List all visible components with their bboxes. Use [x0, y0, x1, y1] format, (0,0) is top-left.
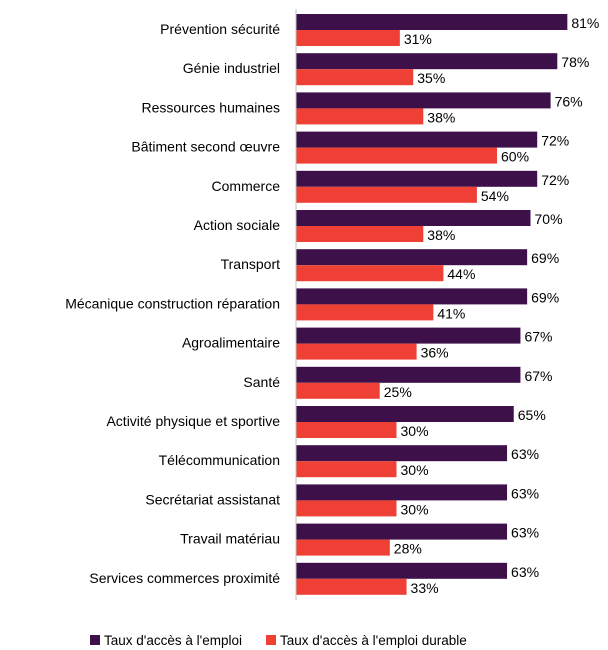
bar-series1-cat-10: [296, 422, 397, 438]
legend-swatch-employment: [90, 635, 100, 645]
value-label-series1-cat-5: 38%: [427, 227, 455, 243]
value-label-series1-cat-11: 30%: [401, 462, 429, 478]
bar-series1-cat-1: [296, 69, 414, 86]
bar-series1-cat-12: [296, 500, 397, 517]
value-label-series1-cat-2: 38%: [427, 109, 455, 125]
value-label-series0-cat-2: 76%: [555, 93, 583, 109]
category-label-cat-14: Services commerces proximité: [89, 570, 280, 586]
bar-series0-cat-14: [296, 562, 508, 579]
bar-series1-cat-3: [296, 147, 497, 164]
bar-series0-cat-12: [296, 484, 508, 501]
bar-series0-cat-11: [296, 445, 508, 462]
bar-series0-cat-1: [296, 53, 558, 70]
bar-series1-cat-7: [296, 304, 434, 321]
value-label-series0-cat-11: 63%: [511, 446, 539, 462]
value-label-series1-cat-14: 33%: [411, 580, 439, 596]
value-label-series1-cat-1: 35%: [417, 70, 445, 86]
bar-series0-cat-4: [296, 170, 538, 187]
value-label-series1-cat-6: 44%: [447, 266, 475, 282]
value-label-series1-cat-8: 36%: [421, 345, 449, 361]
value-label-series0-cat-14: 63%: [511, 564, 539, 580]
value-label-series0-cat-10: 65%: [518, 407, 546, 423]
category-label-cat-7: Mécanique construction réparation: [65, 295, 280, 311]
legend-item-employment: Taux d'accès à l'emploi: [90, 633, 242, 648]
legend-item-durable: Taux d'accès à l'emploi durable: [265, 632, 467, 648]
bar-series0-cat-0: [296, 14, 568, 30]
value-label-series1-cat-10: 30%: [401, 423, 429, 439]
category-label-cat-11: Télécommunication: [159, 452, 280, 468]
value-label-series1-cat-4: 54%: [481, 188, 509, 204]
value-label-series0-cat-12: 63%: [511, 485, 539, 501]
category-label-cat-13: Travail matériau: [180, 531, 280, 547]
category-label-cat-9: Santé: [243, 374, 280, 390]
bar-series0-cat-5: [296, 210, 531, 226]
category-label-cat-0: Prévention sécurité: [160, 21, 280, 37]
category-label-cat-1: Génie industriel: [183, 60, 280, 76]
bar-series1-cat-5: [296, 226, 424, 242]
bar-series1-cat-9: [296, 382, 380, 399]
category-labels: Prévention sécurité Génie industriel Resso…: [65, 21, 280, 586]
category-label-cat-6: Transport: [221, 256, 281, 272]
bar-series0-cat-9: [296, 366, 521, 383]
value-label-series1-cat-13: 28%: [394, 541, 422, 557]
bar-series0-cat-2: [296, 92, 551, 109]
bar-series0-cat-6: [296, 249, 528, 266]
category-label-cat-4: Commerce: [212, 178, 281, 194]
value-label-series0-cat-1: 78%: [561, 54, 589, 70]
value-label-series1-cat-3: 60%: [501, 149, 529, 165]
bar-series0-cat-3: [296, 131, 538, 148]
value-label-series1-cat-7: 41%: [437, 305, 465, 321]
legend: Taux d'accès à l'emploi Taux d'accès à l…: [90, 630, 491, 650]
bar-series1-cat-6: [296, 265, 444, 282]
bar-series1-cat-4: [296, 186, 477, 203]
value-label-series0-cat-7: 69%: [531, 289, 559, 305]
bar-series1-cat-2: [296, 108, 424, 125]
value-label-series0-cat-0: 81%: [571, 15, 599, 31]
value-label-series0-cat-4: 72%: [541, 172, 569, 188]
bar-series1-cat-13: [296, 539, 390, 556]
bar-series1-cat-8: [296, 343, 417, 360]
bar-chart: Prévention sécurité Génie industriel Resso…: [65, 9, 600, 600]
bar-series0-cat-8: [296, 327, 521, 344]
legend-swatch-durable: [265, 635, 276, 645]
bar-series1-cat-11: [296, 461, 397, 478]
value-label-series0-cat-3: 72%: [541, 133, 569, 149]
bar-series0-cat-13: [296, 523, 508, 540]
bar-series0-cat-7: [296, 288, 528, 305]
value-label-series1-cat-12: 30%: [401, 501, 429, 517]
legend-label-durable: Taux d'accès à l'emploi durable: [279, 632, 467, 648]
value-labels: 81% 31% 78% 35% 76% 38% 72% 60% 72% 54% 70% 38% 69% 4…: [384, 15, 600, 596]
value-label-series0-cat-5: 70%: [535, 211, 563, 227]
category-label-cat-10: Activité physique et sportive: [106, 413, 280, 429]
value-label-series1-cat-0: 31%: [404, 31, 432, 47]
value-label-series0-cat-13: 63%: [511, 525, 539, 541]
category-label-cat-8: Agroalimentaire: [182, 335, 280, 351]
category-label-cat-3: Bâtiment second œuvre: [131, 139, 280, 155]
bar-series1-cat-14: [296, 578, 407, 595]
category-label-cat-2: Ressources humaines: [141, 99, 280, 115]
value-label-series1-cat-9: 25%: [384, 384, 412, 400]
bar-series0-cat-10: [296, 406, 514, 422]
value-label-series0-cat-6: 69%: [531, 250, 559, 266]
bar-series1-cat-0: [296, 30, 400, 46]
value-label-series0-cat-8: 67%: [524, 329, 552, 345]
category-label-cat-5: Action sociale: [194, 217, 281, 233]
value-label-series0-cat-9: 67%: [524, 368, 552, 384]
legend-label-employment: Taux d'accès à l'emploi: [104, 632, 242, 648]
bars: [296, 14, 568, 595]
category-label-cat-12: Secrétariat assistanat: [145, 491, 280, 507]
